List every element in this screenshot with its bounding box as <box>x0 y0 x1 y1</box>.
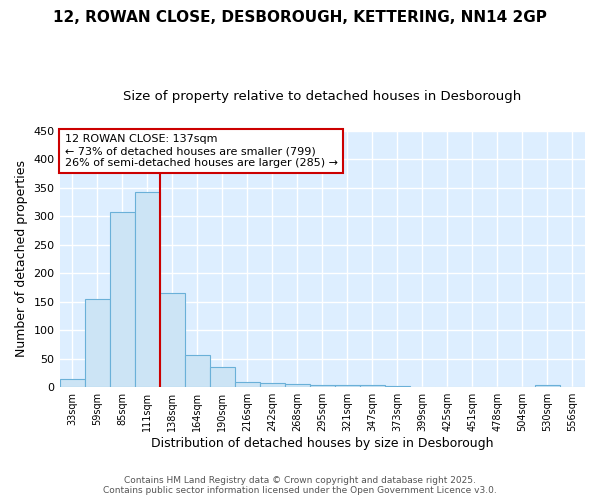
X-axis label: Distribution of detached houses by size in Desborough: Distribution of detached houses by size … <box>151 437 494 450</box>
Bar <box>160 293 185 387</box>
Bar <box>110 212 134 387</box>
Title: Size of property relative to detached houses in Desborough: Size of property relative to detached ho… <box>123 90 521 103</box>
Bar <box>59 378 85 387</box>
Bar <box>310 386 335 387</box>
Bar <box>535 386 560 387</box>
Y-axis label: Number of detached properties: Number of detached properties <box>15 160 28 358</box>
Bar <box>360 385 385 387</box>
Bar <box>235 382 260 387</box>
Bar <box>260 382 285 387</box>
Bar <box>134 192 160 387</box>
Text: 12, ROWAN CLOSE, DESBOROUGH, KETTERING, NN14 2GP: 12, ROWAN CLOSE, DESBOROUGH, KETTERING, … <box>53 10 547 25</box>
Text: Contains HM Land Registry data © Crown copyright and database right 2025.
Contai: Contains HM Land Registry data © Crown c… <box>103 476 497 495</box>
Bar <box>85 299 110 387</box>
Text: 12 ROWAN CLOSE: 137sqm
← 73% of detached houses are smaller (799)
26% of semi-de: 12 ROWAN CLOSE: 137sqm ← 73% of detached… <box>65 134 338 168</box>
Bar <box>185 354 209 387</box>
Bar <box>385 386 410 387</box>
Bar <box>285 384 310 387</box>
Bar <box>209 367 235 387</box>
Bar <box>335 385 360 387</box>
